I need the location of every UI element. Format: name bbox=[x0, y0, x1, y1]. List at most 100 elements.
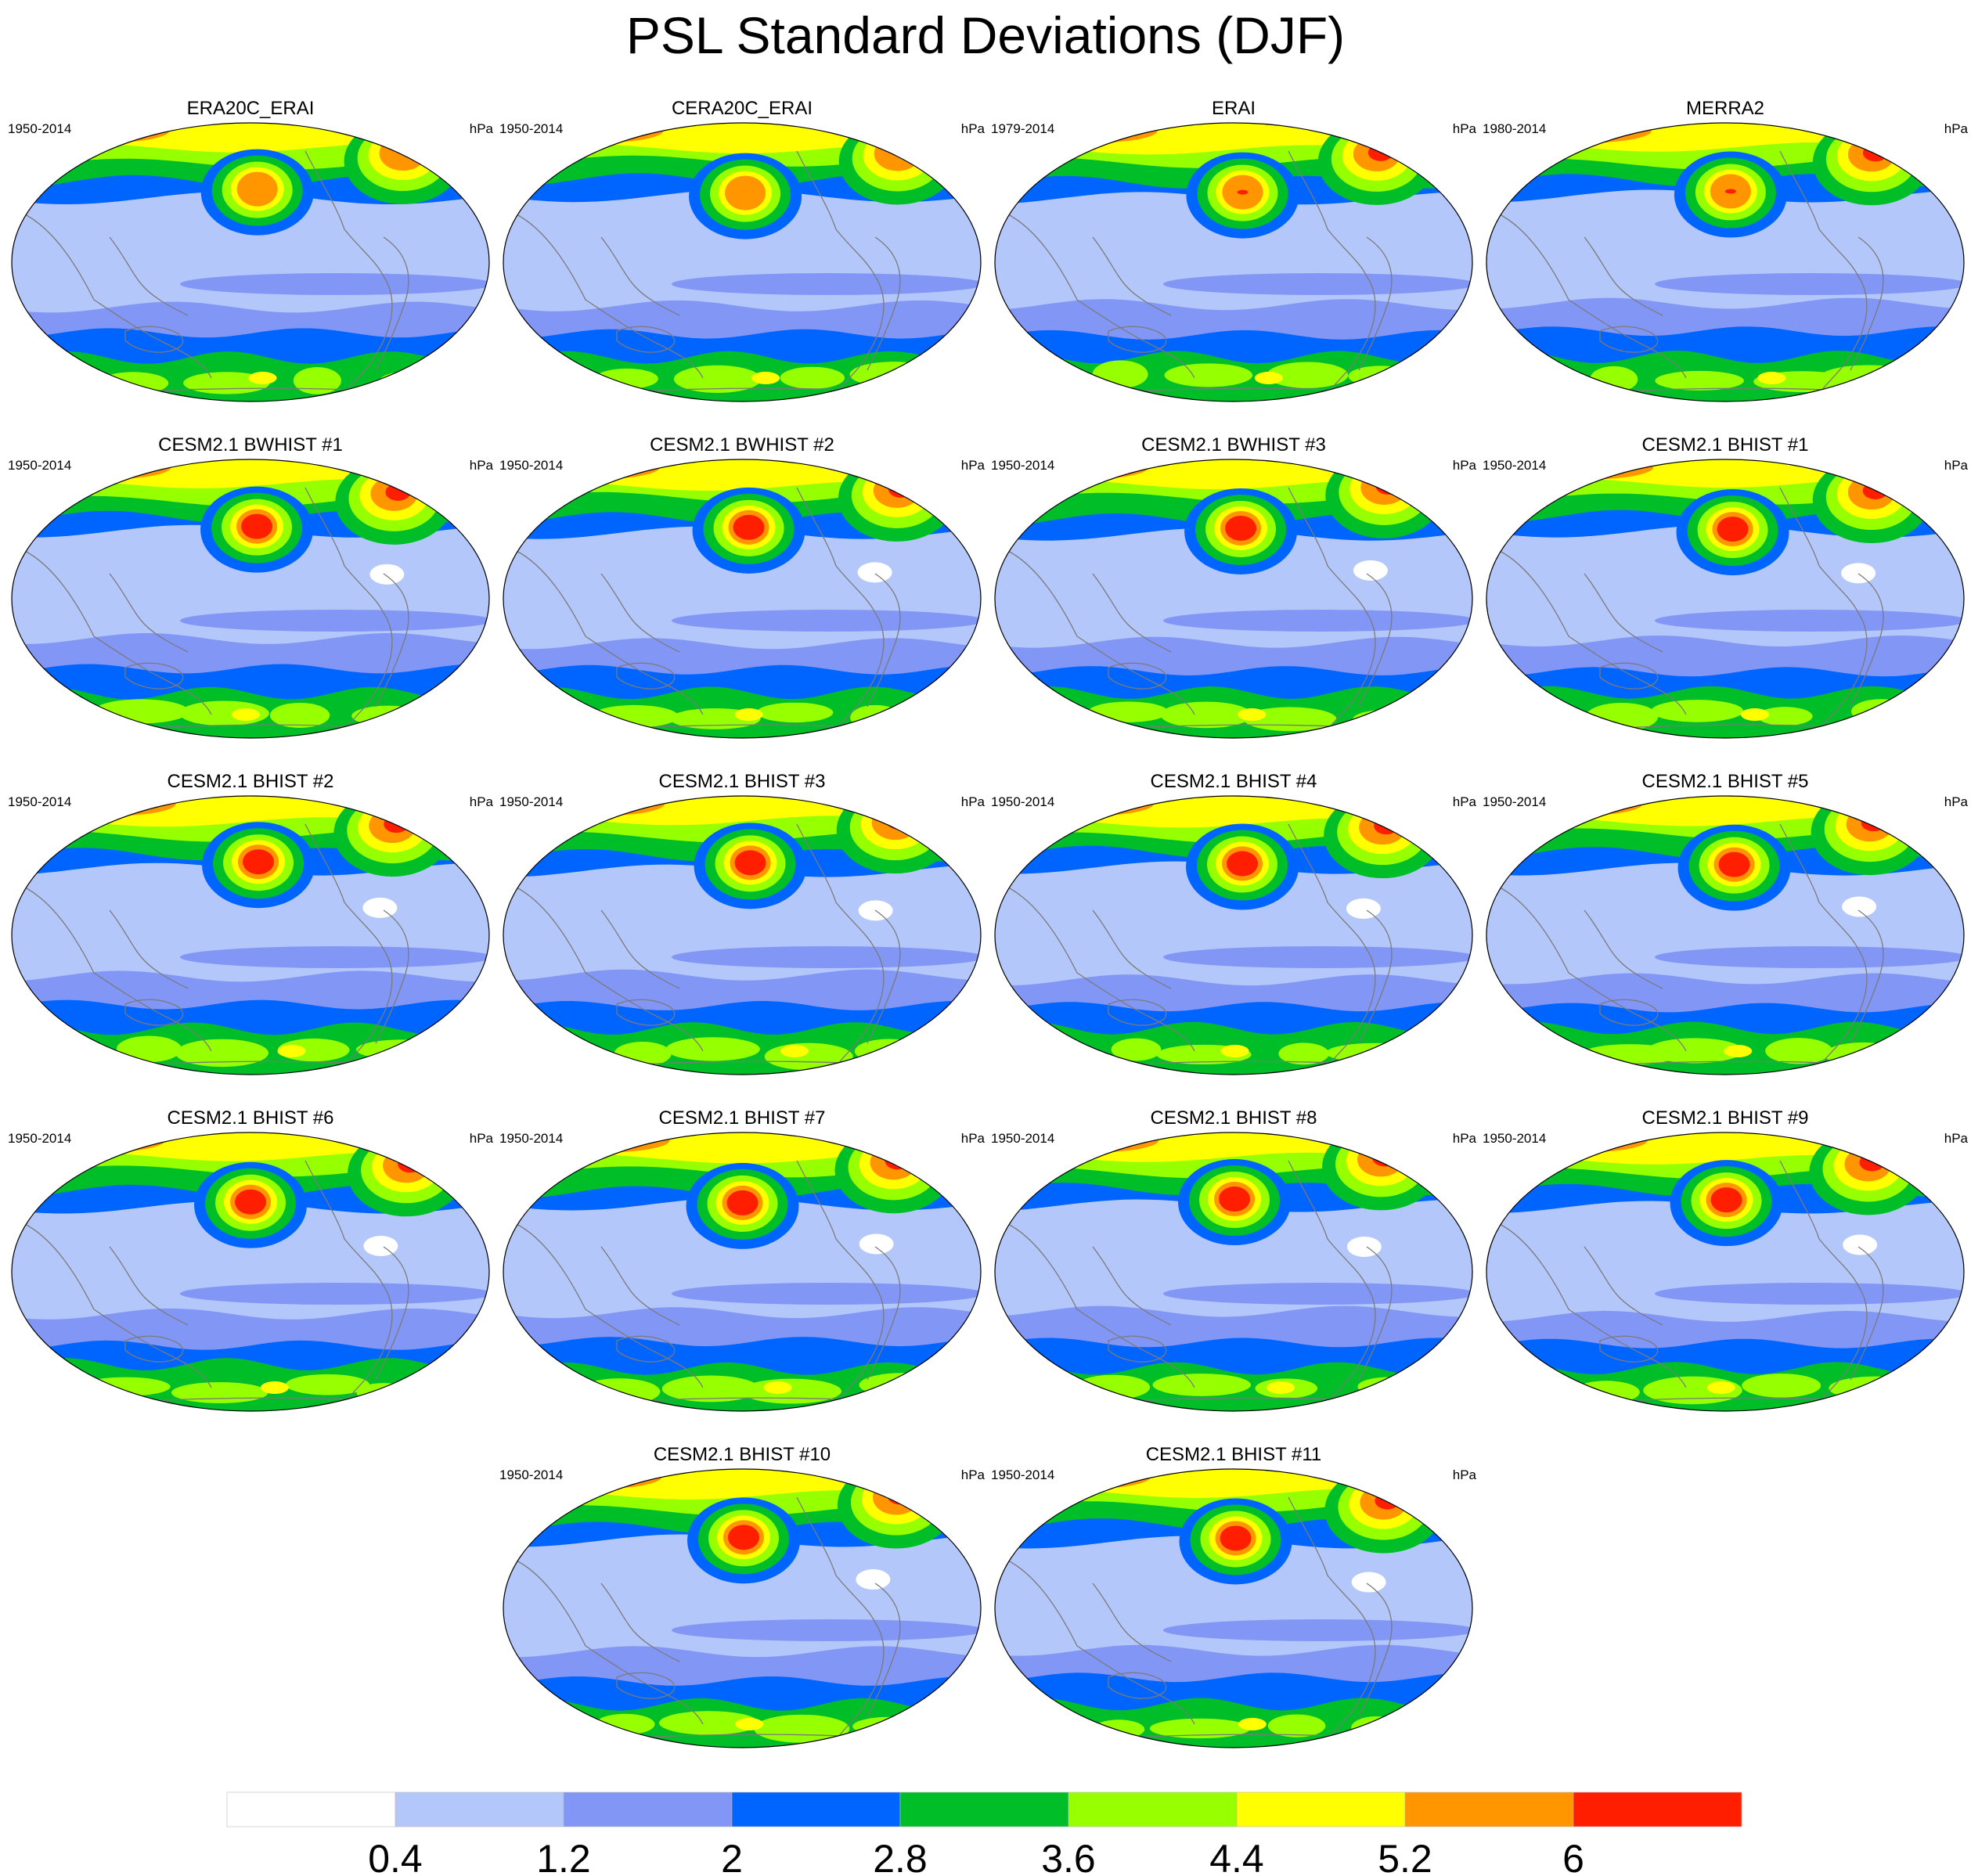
south-blob-44 bbox=[595, 368, 658, 389]
south-blob-44 bbox=[1267, 1714, 1326, 1737]
south-blob-44 bbox=[756, 702, 834, 723]
atlantic-52 bbox=[1349, 463, 1419, 514]
low-variance-patch bbox=[363, 1235, 398, 1256]
south-blob-44 bbox=[1149, 1718, 1251, 1739]
coastline bbox=[796, 487, 885, 731]
south-blob-44 bbox=[1076, 1374, 1151, 1400]
coastline bbox=[375, 1246, 409, 1381]
coastline bbox=[1108, 1672, 1167, 1699]
south-blob-44 bbox=[93, 699, 189, 724]
map-panel: CESM2.1 BHIST #7 1950-2014 hPa bbox=[499, 1107, 985, 1444]
colorbar-swatch bbox=[226, 1791, 396, 1827]
coastline bbox=[304, 487, 393, 731]
panel-title: CESM2.1 BHIST #4 bbox=[1150, 771, 1317, 792]
map-field bbox=[503, 122, 982, 402]
map-panel: CESM2.1 BHIST #10 1950-2014 hPa bbox=[499, 1444, 985, 1781]
coastline bbox=[796, 1496, 885, 1741]
map-panel: MERRA2 1980-2014 hPa bbox=[1483, 98, 1968, 434]
low-variance-patch bbox=[856, 1569, 891, 1590]
south-blob-44 bbox=[1267, 362, 1349, 388]
coastline bbox=[1092, 1246, 1172, 1326]
north-band-52 bbox=[503, 123, 981, 154]
map-field bbox=[503, 459, 982, 739]
map-field bbox=[11, 459, 490, 739]
south-blob-44 bbox=[1092, 360, 1148, 389]
south-blob-52 bbox=[1238, 1718, 1267, 1730]
coastline bbox=[304, 823, 393, 1068]
north-band-52 bbox=[1486, 459, 1964, 488]
panel-years: 1950-2014 bbox=[991, 458, 1055, 473]
coastline bbox=[1006, 1559, 1195, 1725]
panel-title: CESM2.1 BHIST #3 bbox=[658, 771, 826, 792]
map-outline bbox=[994, 122, 1473, 402]
coastline bbox=[600, 1583, 680, 1662]
siberia-peak bbox=[546, 1469, 633, 1485]
map-outline bbox=[503, 1468, 982, 1748]
coastline bbox=[514, 886, 704, 1052]
panel-units: hPa bbox=[469, 121, 493, 136]
south-blob-44 bbox=[175, 1039, 269, 1068]
south-blob-44 bbox=[764, 1042, 853, 1071]
coastline bbox=[1584, 573, 1663, 653]
coastline bbox=[1288, 487, 1376, 731]
siberia-peak bbox=[57, 1132, 144, 1148]
coastline bbox=[1358, 909, 1393, 1044]
north-band-52 bbox=[503, 796, 981, 826]
south-blob-52 bbox=[763, 1381, 792, 1394]
coastline bbox=[109, 573, 189, 653]
south-blob-44 bbox=[595, 1713, 655, 1735]
aleutian-peak bbox=[235, 1189, 267, 1215]
siberia-peak bbox=[1047, 1132, 1134, 1148]
north-band-52 bbox=[12, 123, 489, 153]
low-variance-patch bbox=[369, 564, 405, 585]
north-band-52 bbox=[503, 459, 981, 491]
panel-title: CERA20C_ERAI bbox=[671, 98, 813, 119]
coastline bbox=[1584, 236, 1663, 316]
map-panel: CESM2.1 BHIST #11 1950-2014 hPa bbox=[991, 1444, 1476, 1781]
siberia-peak bbox=[1041, 1469, 1128, 1485]
aleutian-peak bbox=[733, 514, 765, 540]
coastline bbox=[109, 1246, 189, 1326]
south-blob-44 bbox=[850, 704, 901, 730]
south-blob-44 bbox=[673, 365, 762, 394]
atlantic-peak bbox=[885, 1152, 910, 1170]
siberia-peak bbox=[1544, 796, 1631, 812]
map-panel: CESM2.1 BHIST #3 1950-2014 hPa bbox=[499, 771, 985, 1107]
panel-years: 1950-2014 bbox=[499, 794, 564, 809]
panel-units: hPa bbox=[960, 121, 985, 136]
tropical-band bbox=[180, 946, 489, 968]
panel-years: 1950-2014 bbox=[1483, 1131, 1547, 1146]
coastline bbox=[124, 662, 184, 690]
coastline bbox=[1599, 1335, 1659, 1363]
atlantic-peak bbox=[1374, 817, 1400, 835]
map-field bbox=[1486, 459, 1965, 739]
south-blob-52 bbox=[277, 1045, 306, 1057]
coastline bbox=[1288, 823, 1376, 1068]
panel-title: ERA20C_ERAI bbox=[186, 98, 315, 119]
south-blob-44 bbox=[740, 1378, 842, 1404]
map-panel: CESM2.1 BWHIST #2 1950-2014 hPa bbox=[499, 434, 985, 771]
coastline bbox=[867, 1246, 901, 1381]
coastline bbox=[1779, 150, 1868, 394]
panel-years: 1950-2014 bbox=[1483, 458, 1547, 473]
coastline bbox=[109, 236, 189, 316]
tropical-band bbox=[1163, 273, 1472, 295]
map-field bbox=[994, 122, 1473, 402]
panel-years: 1950-2014 bbox=[8, 121, 72, 136]
coastline bbox=[1497, 1222, 1687, 1388]
panel-units: hPa bbox=[1452, 121, 1476, 136]
coastline bbox=[616, 999, 676, 1026]
south-blob-52 bbox=[1267, 1381, 1295, 1394]
atlantic-52 bbox=[1346, 1136, 1416, 1186]
panel-title: CESM2.1 BHIST #10 bbox=[653, 1444, 831, 1465]
coastline bbox=[124, 999, 184, 1026]
map-panel: CESM2.1 BWHIST #1 1950-2014 hPa bbox=[8, 434, 493, 771]
south-blob-44 bbox=[285, 1374, 369, 1395]
map-outline bbox=[503, 122, 982, 402]
coastline bbox=[1850, 573, 1884, 708]
map-outline bbox=[1486, 459, 1965, 739]
panel-years: 1979-2014 bbox=[991, 121, 1055, 136]
panel-years: 1950-2014 bbox=[1483, 794, 1547, 809]
aleutian-peak bbox=[734, 850, 766, 876]
south-blob-52 bbox=[1706, 1381, 1735, 1394]
